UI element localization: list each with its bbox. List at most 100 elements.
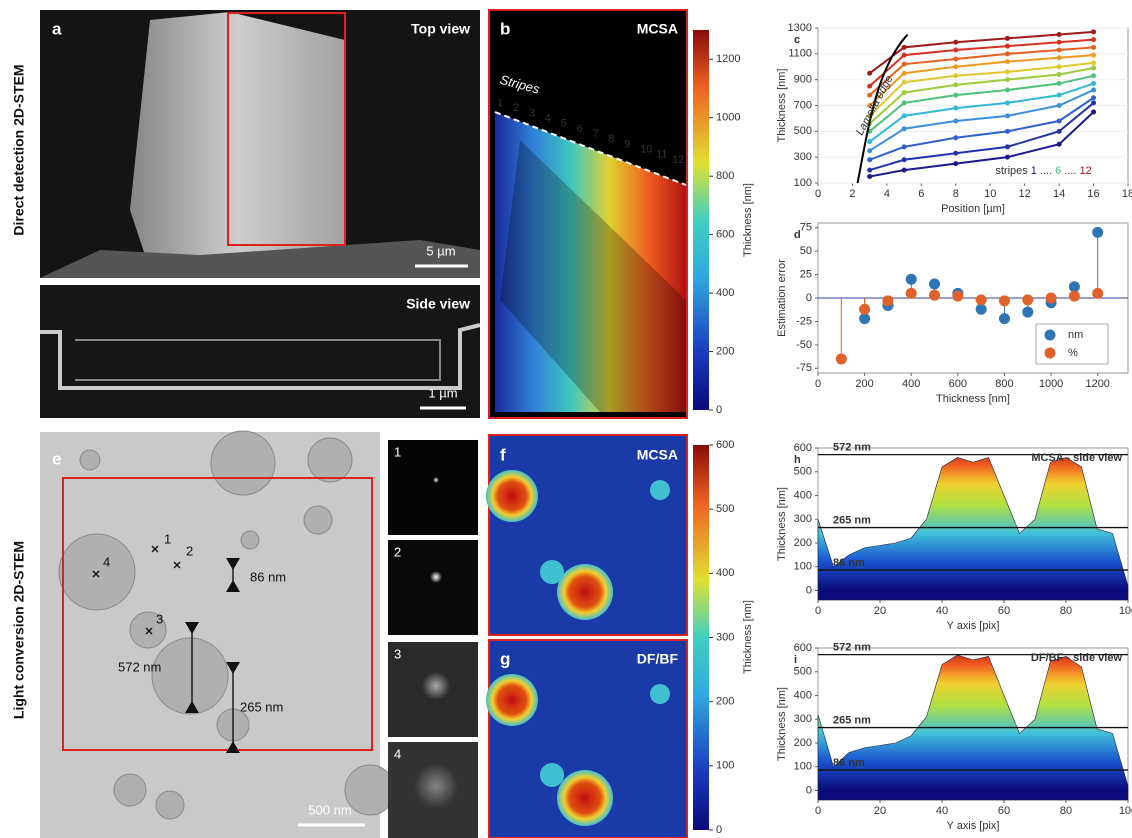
point xyxy=(1056,55,1062,61)
point xyxy=(1091,29,1097,35)
edge-curve xyxy=(856,33,909,184)
colorbar-tick-label: 1200 xyxy=(716,53,740,65)
point xyxy=(901,90,907,96)
point xyxy=(901,70,907,76)
point xyxy=(901,52,907,58)
stem-head xyxy=(859,303,871,315)
x-tick-label: 200 xyxy=(855,378,873,390)
point xyxy=(1091,37,1097,43)
x-tick-label: 400 xyxy=(902,378,920,390)
x-tick-label: 0 xyxy=(815,188,821,200)
particle xyxy=(650,480,670,500)
thickness-surface xyxy=(817,457,1129,601)
point xyxy=(867,174,873,180)
panel-label: DF/BF xyxy=(637,651,679,667)
particle xyxy=(557,770,613,826)
point xyxy=(953,73,959,79)
inset xyxy=(388,540,478,635)
x-tick-label: 0 xyxy=(815,805,821,817)
stripe-label: 3 xyxy=(529,107,535,119)
x-axis-label: Y axis [pix] xyxy=(947,820,1000,832)
x-tick-label: 6 xyxy=(918,188,924,200)
lamella xyxy=(130,12,345,270)
point xyxy=(953,118,959,124)
panel-letter: g xyxy=(500,649,510,668)
point xyxy=(1091,60,1097,66)
point xyxy=(1091,44,1097,50)
stripe-label: 8 xyxy=(608,133,614,145)
stem-head xyxy=(929,289,941,301)
reference-label: 572 nm xyxy=(833,442,871,454)
point xyxy=(1091,95,1097,101)
series-line xyxy=(869,82,1094,143)
point xyxy=(901,61,907,67)
chart-title: DF/BF - side view xyxy=(1031,652,1123,664)
point xyxy=(953,64,959,70)
point xyxy=(1004,51,1010,57)
point xyxy=(1004,77,1010,83)
x-tick-label: 1200 xyxy=(1085,378,1109,390)
colorbar-tick-label: 600 xyxy=(716,439,734,451)
stripe-label: 6 xyxy=(577,123,583,135)
legend-swatch xyxy=(1044,347,1056,359)
stem-head xyxy=(859,313,871,325)
y-tick-label: 500 xyxy=(794,466,812,478)
lamella-edge xyxy=(40,323,481,390)
y-axis-label: Thickness [nm] xyxy=(776,487,788,561)
inset xyxy=(388,440,478,535)
x-tick-label: 0 xyxy=(815,378,821,390)
colorbar-tick-label: 300 xyxy=(716,631,734,643)
point xyxy=(867,157,873,163)
legend: stripes 1.... 6.... 12 xyxy=(995,165,1091,177)
panel-letter: f xyxy=(500,445,506,464)
point xyxy=(1056,141,1062,147)
y-tick-label: 0 xyxy=(806,584,812,596)
legend-part: 12 xyxy=(1080,165,1092,177)
colorbar-label: Thickness [nm] xyxy=(742,600,754,674)
spot xyxy=(422,672,450,700)
stem-head xyxy=(998,295,1010,307)
particle xyxy=(486,674,538,726)
stem-head xyxy=(1068,281,1080,293)
x-tick-label: 8 xyxy=(953,188,959,200)
point xyxy=(901,44,907,50)
colorbar-tick-label: 800 xyxy=(716,170,734,182)
particle xyxy=(650,684,670,704)
tem-image xyxy=(40,432,380,838)
legend-swatch xyxy=(1044,329,1056,341)
legend-part: 1 xyxy=(1031,165,1037,177)
point xyxy=(901,100,907,106)
point xyxy=(901,79,907,85)
particle xyxy=(557,564,613,620)
x-tick-label: 18 xyxy=(1122,188,1132,200)
point xyxy=(1091,81,1097,87)
stem-head xyxy=(1022,294,1034,306)
point xyxy=(953,161,959,167)
roi-box xyxy=(227,12,346,246)
reference-label: 86 nm xyxy=(833,557,865,569)
x-tick-label: 40 xyxy=(936,605,948,617)
colorbar-axis: 0 100 200 300 400 500 600 xyxy=(709,439,734,836)
x-tick-label: 12 xyxy=(1019,188,1031,200)
stem-head xyxy=(882,295,894,307)
point-label: 1 xyxy=(164,531,171,546)
point xyxy=(867,103,873,108)
legend-part: .... xyxy=(1040,165,1052,177)
scale-label: 5 µm xyxy=(426,243,455,258)
point xyxy=(1056,92,1062,98)
point xyxy=(901,144,907,150)
point xyxy=(1004,144,1010,150)
point xyxy=(1004,43,1010,49)
stripe-label: 1 xyxy=(497,97,503,109)
point xyxy=(901,167,907,173)
point-label: 4 xyxy=(103,554,110,569)
x-tick-label: 600 xyxy=(949,378,967,390)
stem-head xyxy=(1045,292,1057,304)
panel-e: e 1 2 3 4 86 nm 572 nm 265 nm 500 nm xyxy=(40,430,396,838)
point xyxy=(953,39,959,45)
point xyxy=(1091,87,1097,93)
reference-label: 265 nm xyxy=(833,714,871,726)
stem-head xyxy=(905,273,917,285)
point xyxy=(867,148,873,154)
y-tick-label: 25 xyxy=(800,268,812,280)
